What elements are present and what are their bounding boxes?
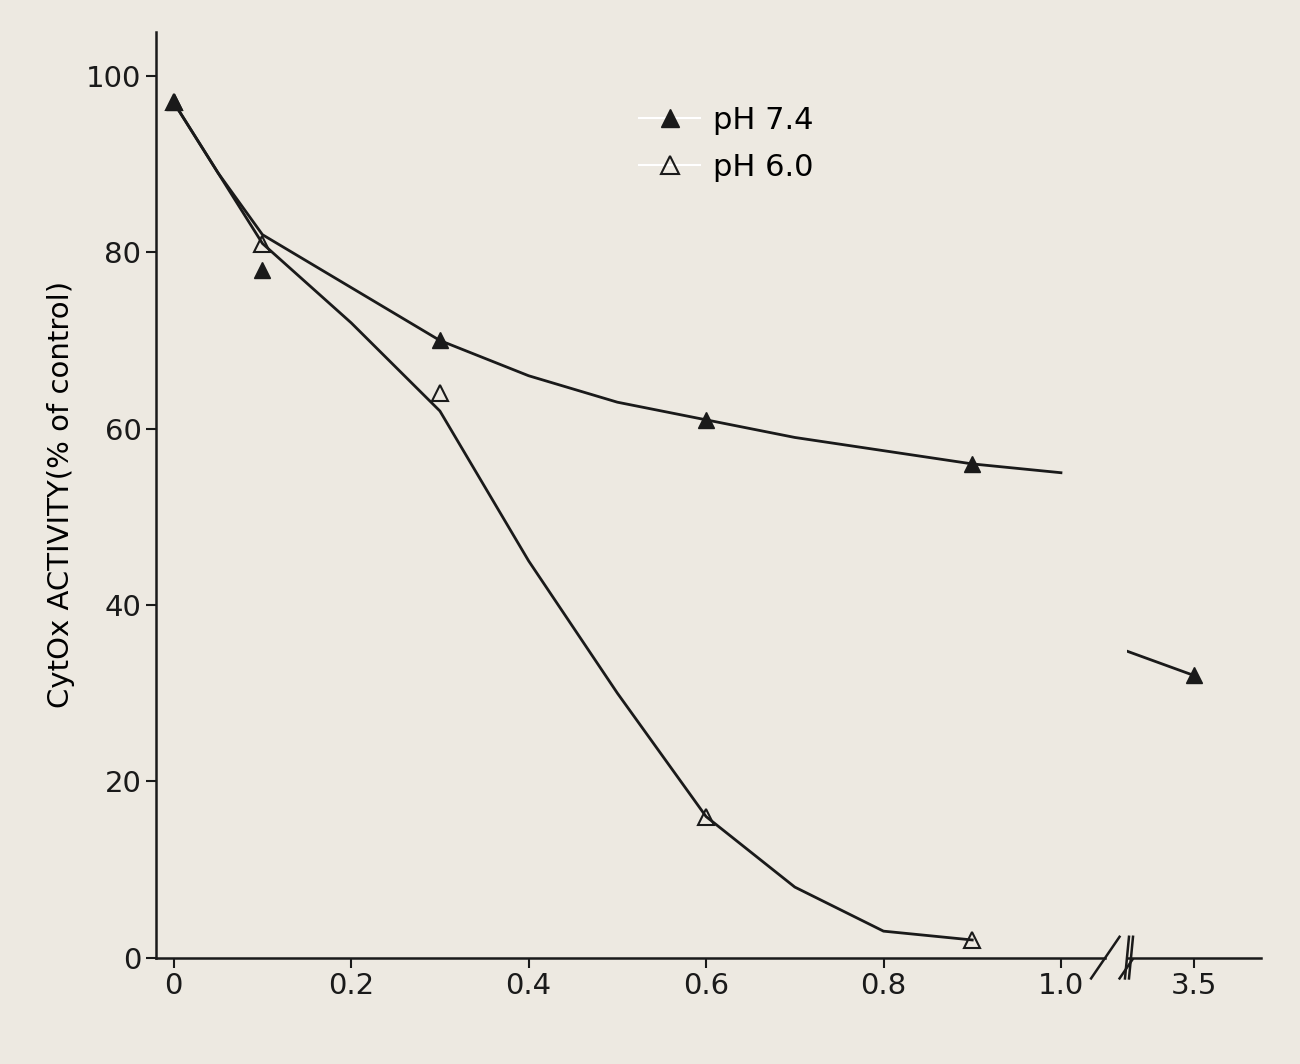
Legend: pH 7.4, pH 6.0: pH 7.4, pH 6.0	[627, 94, 826, 195]
Y-axis label: CytOx ACTIVITY(% of control): CytOx ACTIVITY(% of control)	[47, 281, 75, 709]
